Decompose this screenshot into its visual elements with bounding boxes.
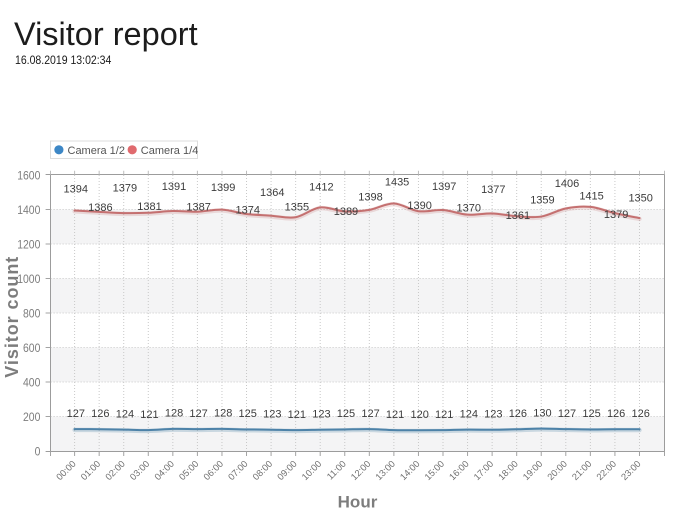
svg-text:127: 127 [189,408,207,420]
svg-text:Visitor count: Visitor count [2,257,22,378]
svg-text:125: 125 [337,408,355,420]
svg-text:07:00: 07:00 [226,459,250,483]
svg-text:1374: 1374 [235,204,259,216]
svg-text:1435: 1435 [385,176,409,188]
svg-text:21:00: 21:00 [570,459,594,483]
svg-text:126: 126 [632,408,650,420]
svg-text:1412: 1412 [309,181,333,193]
svg-text:121: 121 [140,409,158,421]
svg-text:1355: 1355 [285,202,309,214]
svg-text:128: 128 [165,408,183,420]
svg-text:05:00: 05:00 [177,459,201,483]
svg-text:03:00: 03:00 [128,459,152,483]
svg-text:15:00: 15:00 [423,459,447,483]
svg-text:02:00: 02:00 [103,459,127,483]
svg-text:1381: 1381 [137,201,161,213]
svg-text:128: 128 [214,408,232,420]
svg-text:125: 125 [582,408,600,420]
svg-text:120: 120 [410,409,428,421]
svg-text:1200: 1200 [17,237,40,251]
svg-text:126: 126 [607,408,625,420]
svg-text:16:00: 16:00 [447,459,471,483]
svg-text:08:00: 08:00 [251,459,275,483]
svg-text:126: 126 [509,408,527,420]
svg-text:17:00: 17:00 [472,459,496,483]
svg-text:20:00: 20:00 [545,459,569,483]
svg-text:00:00: 00:00 [54,459,78,483]
svg-text:1394: 1394 [64,183,88,195]
svg-text:121: 121 [288,409,306,421]
svg-text:06:00: 06:00 [202,459,226,483]
svg-text:121: 121 [386,409,404,421]
svg-text:22:00: 22:00 [595,459,619,483]
svg-text:10:00: 10:00 [300,459,324,483]
svg-text:1377: 1377 [481,184,505,196]
svg-text:1400: 1400 [17,203,40,217]
svg-text:1389: 1389 [334,206,358,218]
svg-text:1391: 1391 [162,181,186,193]
svg-text:124: 124 [460,408,478,420]
svg-text:200: 200 [23,410,41,424]
svg-text:Camera 1/4: Camera 1/4 [141,145,198,157]
svg-text:400: 400 [23,375,41,389]
svg-text:130: 130 [533,407,551,419]
svg-text:127: 127 [558,408,576,420]
svg-text:1386: 1386 [88,202,112,214]
svg-text:126: 126 [91,408,109,420]
svg-text:121: 121 [435,409,453,421]
svg-text:1359: 1359 [530,195,554,207]
svg-text:123: 123 [484,409,502,421]
svg-text:123: 123 [312,409,330,421]
svg-text:13:00: 13:00 [374,459,398,483]
svg-text:1387: 1387 [186,201,210,213]
svg-text:1600: 1600 [17,168,40,182]
svg-text:124: 124 [116,408,134,420]
svg-text:1390: 1390 [407,200,431,212]
svg-text:1406: 1406 [555,178,579,190]
svg-text:1379: 1379 [113,183,137,195]
svg-text:1415: 1415 [579,191,603,203]
svg-text:1000: 1000 [17,272,40,286]
svg-text:123: 123 [263,409,281,421]
svg-text:600: 600 [23,341,41,355]
svg-text:1397: 1397 [432,181,456,193]
svg-text:04:00: 04:00 [153,459,177,483]
svg-text:18:00: 18:00 [496,459,520,483]
svg-text:127: 127 [67,408,85,420]
svg-text:125: 125 [239,408,257,420]
svg-text:1361: 1361 [506,210,530,222]
svg-text:Hour: Hour [338,493,378,510]
svg-text:09:00: 09:00 [275,459,299,483]
svg-text:01:00: 01:00 [79,459,103,483]
svg-text:1398: 1398 [358,191,382,203]
svg-text:12:00: 12:00 [349,459,373,483]
svg-text:23:00: 23:00 [619,459,643,483]
svg-text:1379: 1379 [604,209,628,221]
svg-text:1370: 1370 [457,202,481,214]
svg-text:0: 0 [35,444,41,458]
svg-text:1350: 1350 [628,192,652,204]
svg-text:127: 127 [361,408,379,420]
svg-text:19:00: 19:00 [521,459,545,483]
svg-text:1399: 1399 [211,182,235,194]
svg-text:800: 800 [23,306,41,320]
svg-text:11:00: 11:00 [325,459,348,482]
svg-text:1364: 1364 [260,187,284,199]
svg-text:14:00: 14:00 [398,459,422,483]
svg-text:Camera 1/2: Camera 1/2 [68,145,125,157]
